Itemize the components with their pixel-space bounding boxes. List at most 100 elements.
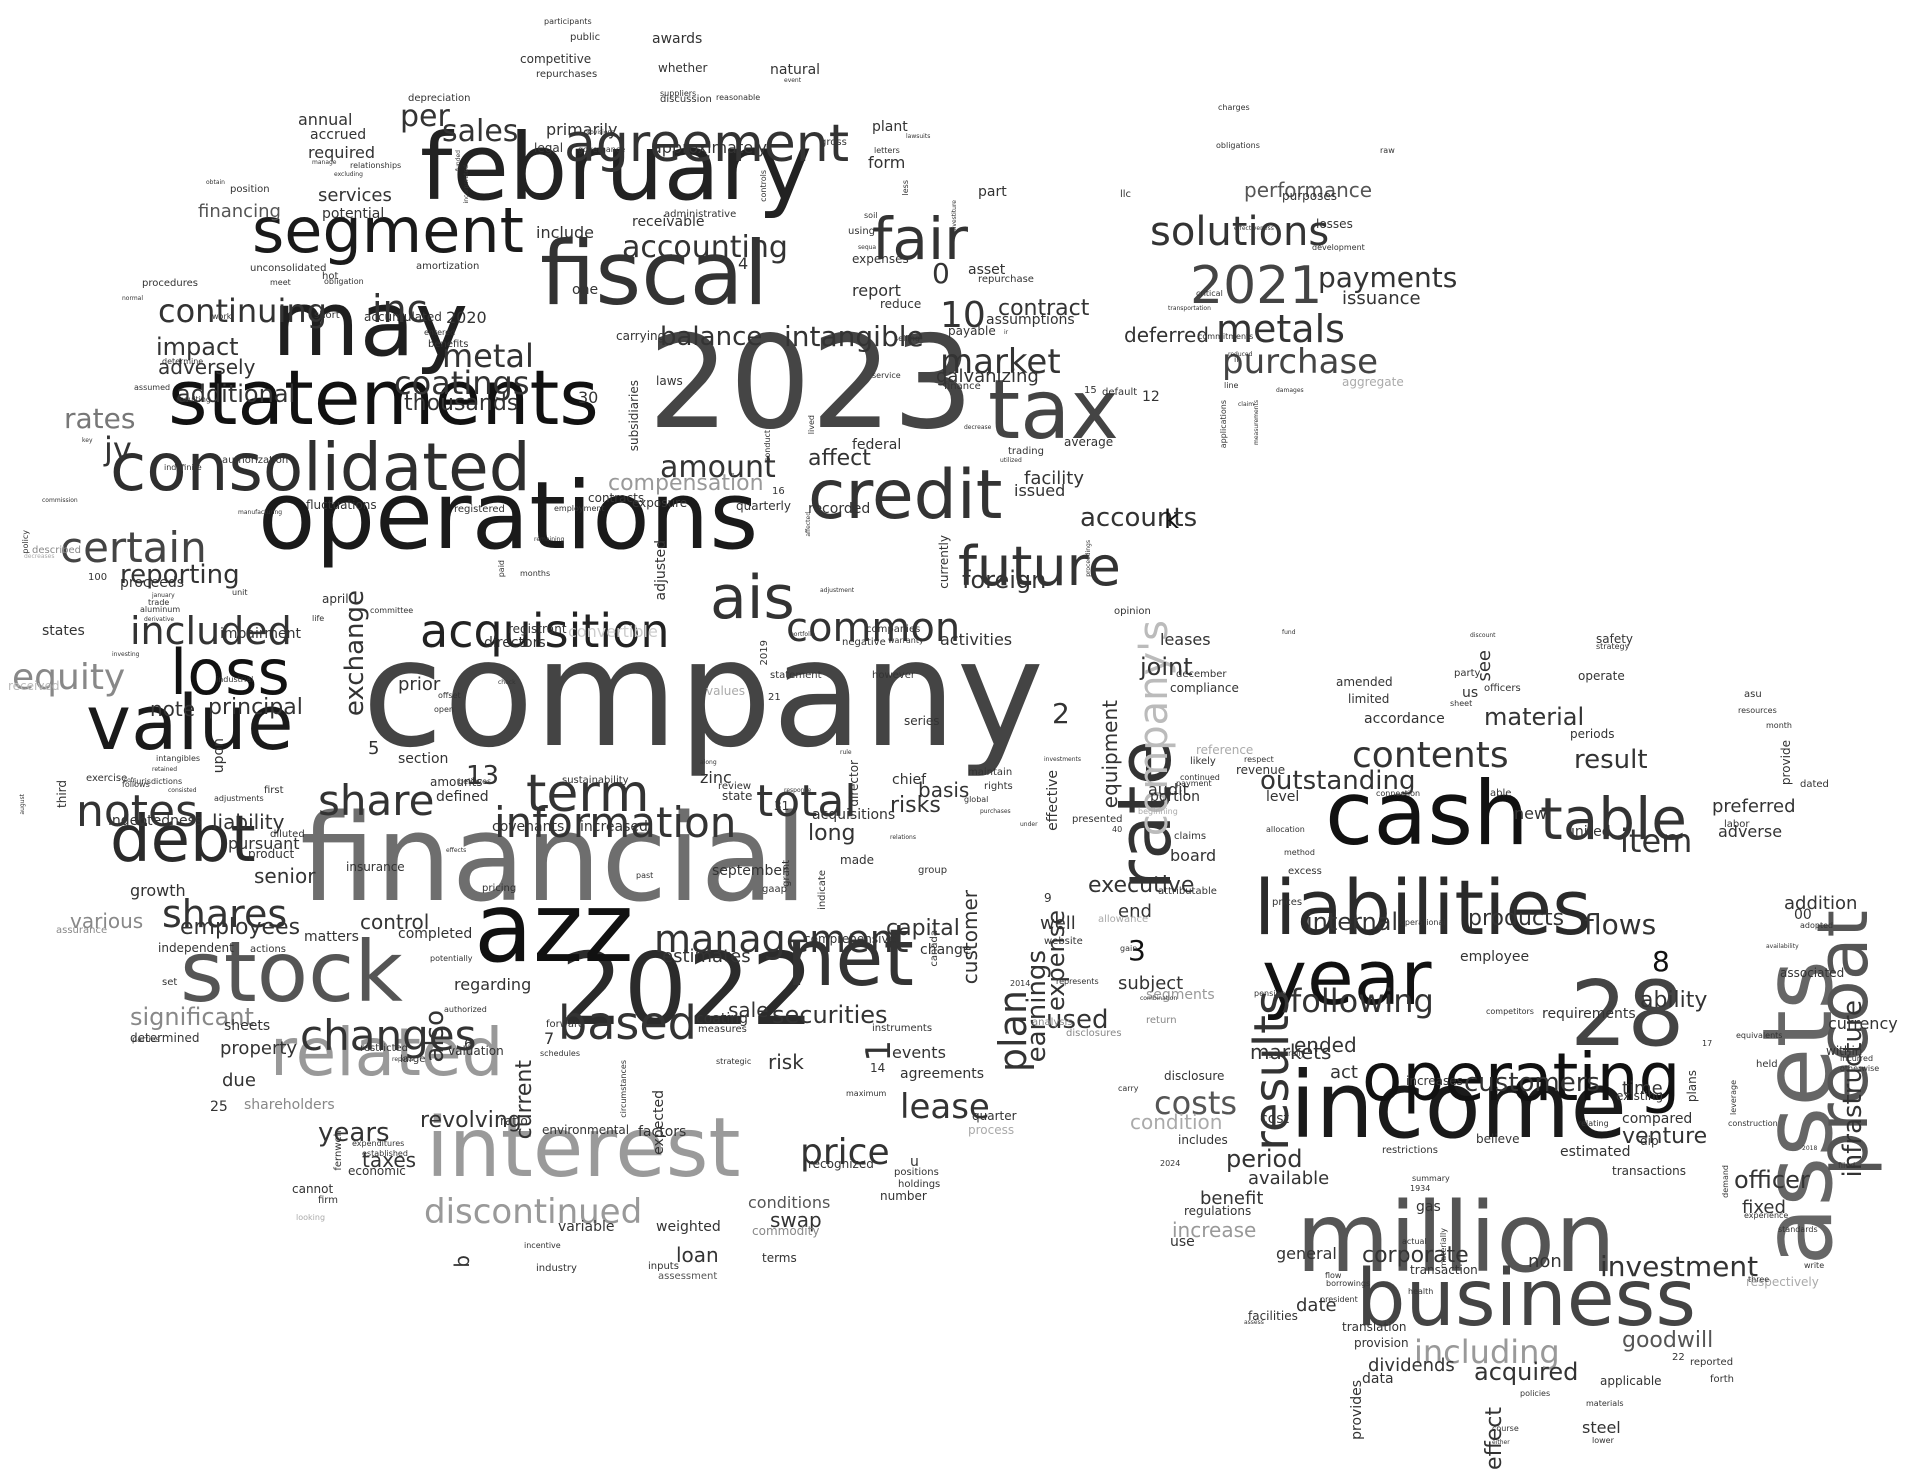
word-third: third (55, 780, 69, 808)
word-key: key (82, 437, 93, 444)
word-maintain: maintain (968, 767, 1013, 778)
word-administrative: administrative (664, 209, 737, 220)
word-level: level (1266, 789, 1300, 805)
word-looking: looking (296, 1213, 326, 1222)
word-related: related (270, 1014, 504, 1091)
word-factors: factors (638, 1124, 687, 1140)
word-regulations: regulations (1184, 1204, 1252, 1218)
word-along: along (700, 759, 717, 766)
word-employment: employment (554, 504, 605, 513)
word-set: set (162, 977, 178, 988)
word-stock: stock (180, 923, 403, 1021)
word-grant: grant (781, 860, 792, 887)
word-4: 4 (738, 254, 749, 273)
word-16: 16 (772, 486, 785, 497)
word-demand: demand (1721, 1165, 1730, 1198)
word-associated: associated (1780, 966, 1845, 980)
word-conduct: conduct (763, 430, 772, 463)
word-parties: parties (132, 1035, 160, 1044)
word-change: change (920, 942, 972, 958)
word-interest: interest (426, 1101, 741, 1196)
word-internal: internal (1306, 908, 1399, 936)
word-check: check (498, 679, 516, 686)
word-sheets: sheets (224, 1018, 271, 1034)
word-used: used (1046, 1005, 1109, 1035)
word-effects: effects (446, 847, 467, 854)
word-2020: 2020 (446, 308, 487, 327)
word-preferred: preferred (1712, 796, 1796, 817)
word-receivable: receivable (632, 214, 705, 230)
word-default: default (1102, 387, 1138, 398)
word-states: states (42, 623, 85, 639)
word-increase: increase (1172, 1218, 1257, 1242)
word-currency: currency (1828, 1014, 1898, 1033)
word-critical: critical (1196, 289, 1223, 298)
word-meet: meet (270, 278, 291, 287)
word-companies: companies (866, 624, 921, 635)
word-number: number (880, 1189, 927, 1203)
word-respect: respect (1244, 755, 1274, 764)
word-effective: effective (1045, 770, 1061, 831)
word-incentive: incentive (524, 1241, 561, 1250)
word-solutions: solutions (1150, 209, 1330, 255)
word-accounts: accounts (1080, 503, 1198, 533)
word-measurements: measurements (1253, 400, 1260, 445)
word-employees: employees (180, 915, 301, 940)
word-environmental: environmental (542, 1123, 630, 1137)
word-economic: economic (348, 1164, 406, 1178)
word-available: available (1248, 1168, 1330, 1189)
word-fixed: fixed (1742, 1197, 1786, 1218)
word-analysis: analysis (1032, 1017, 1073, 1028)
word-adversely: adversely (158, 355, 256, 379)
word-significant: significant (130, 1003, 254, 1031)
word-series: series (904, 714, 940, 728)
word-funded: funded (455, 150, 462, 172)
word-relations: relations (890, 834, 916, 841)
word-provisions: provisions (584, 129, 615, 136)
word-valuation: valuation (448, 1044, 504, 1058)
word-affect: affect (808, 446, 871, 471)
word-holdings: holdings (898, 1179, 941, 1190)
word-operate: operate (1578, 669, 1625, 683)
word-quarter: quarter (972, 1109, 1017, 1123)
word-indefinite: indefinite (164, 463, 202, 472)
word-indicate: indicate (817, 870, 828, 910)
word-product: product (248, 847, 295, 861)
word-claims: claims (1174, 831, 1207, 842)
word-subsidiaries: subsidiaries (627, 380, 641, 452)
word-required: required (308, 143, 376, 162)
word-net: net (786, 914, 915, 1004)
word-construction: construction (1728, 1119, 1778, 1128)
word-thousands: thousands (404, 391, 519, 416)
word-various: various (70, 909, 144, 933)
word-reference: reference (1196, 743, 1254, 757)
word-event: event (784, 77, 802, 84)
word-31: 31 (774, 799, 790, 813)
word-commodity: commodity (752, 1224, 820, 1238)
word-expected: expected (651, 1090, 667, 1155)
word-asu: asu (1744, 689, 1762, 700)
word-compared: compared (1622, 1111, 1693, 1127)
word-unit: unit (232, 588, 248, 597)
word-common: common (786, 605, 961, 651)
word-issuance: issuance (1342, 288, 1421, 309)
word-acquisitions: acquisitions (812, 807, 896, 823)
word-chief: chief (892, 772, 927, 788)
word-first: first (264, 785, 284, 796)
word-15: 15 (1084, 385, 1097, 396)
word-summary: summary (1412, 1174, 1450, 1183)
word-reduce: reduce (880, 297, 922, 311)
word-strategy: strategy (1596, 642, 1630, 651)
word-filed: filed (1838, 1161, 1856, 1170)
word-standards: standards (1778, 1225, 1818, 1234)
word-assumptions: assumptions (986, 312, 1075, 328)
word-metal: metal (442, 337, 534, 375)
word-officer: officer (1734, 1166, 1810, 1194)
word-income: income (1290, 1052, 1627, 1159)
word-expenditures: expenditures (352, 1139, 405, 1148)
word-transaction: transaction (1410, 1263, 1478, 1277)
word-entered: entered (424, 328, 456, 337)
word-joint: joint (1140, 653, 1193, 681)
word-long: long (808, 821, 856, 846)
word-adopted: adopted (1800, 921, 1834, 930)
